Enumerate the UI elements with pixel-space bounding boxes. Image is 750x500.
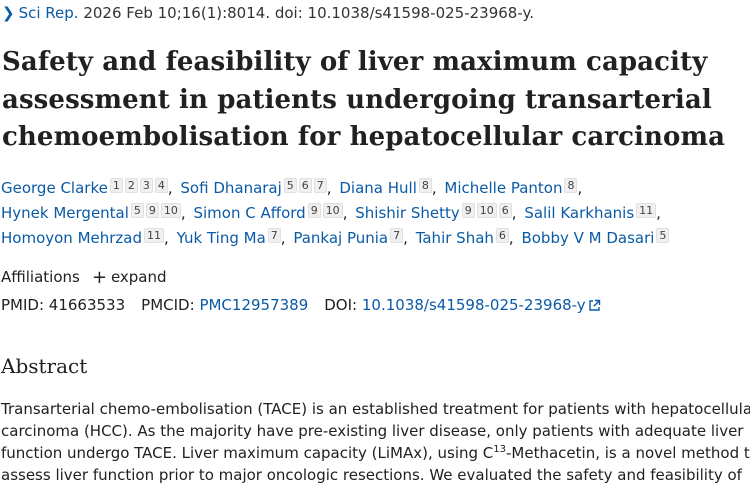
author-separator: ,: [403, 229, 408, 247]
author-separator: ,: [431, 179, 437, 197]
author-separator: ,: [167, 179, 173, 197]
affiliation-badge[interactable]: 7: [390, 228, 404, 243]
doi-link[interactable]: 10.1038/s41598-025-23968-y: [362, 296, 601, 314]
affiliation-badge[interactable]: 9: [461, 203, 475, 218]
pmcid-label: PMCID:: [141, 296, 195, 314]
affiliation-badge[interactable]: 1: [109, 178, 123, 193]
superscript-13: 13: [493, 444, 507, 455]
affiliation-badge[interactable]: 8: [418, 178, 432, 193]
affiliation-badge[interactable]: 6: [495, 228, 509, 243]
author-link[interactable]: Pankaj Punia: [293, 229, 389, 247]
affiliation-badge[interactable]: 11: [636, 203, 657, 218]
author-link[interactable]: Shishir Shetty: [355, 204, 460, 222]
author-link[interactable]: Salil Karkhanis: [524, 204, 635, 222]
abstract-line: assess liver function prior to major onc…: [1, 466, 742, 484]
affiliation-badge[interactable]: 7: [267, 228, 281, 243]
abstract-line: function undergo TACE. Liver maximum cap…: [1, 444, 750, 462]
author-line: Hynek Mergental 5 9 10, Simon C Afford 9 10, …: [1, 201, 746, 226]
identifiers-row: PMID: 41663533 PMCID: PMC12957389 DOI: 10.…: [1, 294, 601, 316]
author-link[interactable]: Homoyon Mehrzad: [1, 229, 143, 247]
abstract-heading: Abstract: [1, 354, 88, 378]
author-separator: ,: [280, 229, 286, 247]
author-separator: ,: [511, 204, 517, 222]
author-separator: ,: [180, 204, 186, 222]
affiliation-badge[interactable]: 5: [130, 203, 144, 218]
affiliation-badge[interactable]: 7: [313, 178, 327, 193]
author-link[interactable]: Diana Hull: [339, 179, 417, 197]
abstract-line: carcinoma (HCC). As the majority have pr…: [1, 422, 744, 440]
plus-icon[interactable]: +: [91, 267, 107, 288]
affiliation-badge[interactable]: 6: [298, 178, 312, 193]
citation-line: ❯ Sci Rep. 2026 Feb 10;16(1):8014. doi: 1…: [2, 4, 534, 22]
author-link[interactable]: Sofi Dhanaraj: [180, 179, 282, 197]
affiliation-badge[interactable]: 6: [498, 203, 512, 218]
pmid-label: PMID:: [1, 296, 45, 314]
author-link[interactable]: Yuk Ting Ma: [176, 229, 266, 247]
affiliation-badge[interactable]: 9: [145, 203, 159, 218]
article-title: Safety and feasibility of liver maximum …: [2, 47, 726, 152]
affiliation-badge[interactable]: 3: [139, 178, 153, 193]
abstract-line: Transarterial chemo-embolisation (TACE) …: [1, 400, 750, 418]
affiliation-badge[interactable]: 5: [656, 228, 670, 243]
affiliation-badge[interactable]: 9: [307, 203, 321, 218]
affiliation-badge[interactable]: 4: [154, 178, 168, 193]
author-link[interactable]: George Clarke: [1, 179, 108, 197]
journal-link[interactable]: Sci Rep.: [18, 4, 79, 22]
affiliation-badge[interactable]: 11: [144, 228, 165, 243]
abstract-text: Transarterial chemo-embolisation (TACE) …: [1, 398, 750, 486]
author-link[interactable]: Simon C Afford: [193, 204, 306, 222]
author-list: George Clarke 1 2 3 4, Sofi Dhanaraj 5 6 7, Dia…: [1, 176, 746, 251]
affiliation-badge[interactable]: 2: [124, 178, 138, 193]
doi-value: 10.1038/s41598-025-23968-y: [361, 296, 586, 314]
chevron-right-icon[interactable]: ❯: [2, 4, 15, 22]
doi-label: DOI:: [324, 296, 358, 314]
affiliations-row: Affiliations + expand: [1, 266, 167, 289]
affiliation-badge[interactable]: 8: [564, 178, 578, 193]
author-line: Homoyon Mehrzad 11, Yuk Ting Ma 7, Pankaj …: [1, 226, 746, 251]
affiliation-badge[interactable]: 10: [160, 203, 181, 218]
author-separator: ,: [656, 204, 661, 222]
author-link[interactable]: Bobby V M Dasari: [521, 229, 655, 247]
author-separator: ,: [164, 229, 169, 247]
affiliation-badge[interactable]: 10: [476, 203, 497, 218]
pmcid-link[interactable]: PMC12957389: [199, 296, 309, 314]
citation-details: 2026 Feb 10;16(1):8014. doi: 10.1038/s41…: [83, 4, 534, 22]
author-separator: ,: [342, 204, 348, 222]
author-link[interactable]: Hynek Mergental: [1, 204, 129, 222]
external-link-icon: [589, 299, 600, 311]
pmid-value: 41663533: [48, 296, 126, 314]
affiliation-badge[interactable]: 10: [322, 203, 343, 218]
affiliations-label: Affiliations: [1, 268, 80, 286]
author-link[interactable]: Michelle Panton: [444, 179, 563, 197]
affiliation-badge[interactable]: 5: [283, 178, 297, 193]
author-separator: ,: [577, 179, 583, 197]
author-link[interactable]: Tahir Shah: [415, 229, 494, 247]
author-separator: ,: [508, 229, 514, 247]
author-line: George Clarke 1 2 3 4, Sofi Dhanaraj 5 6 7, Dia…: [1, 176, 746, 201]
author-separator: ,: [326, 179, 332, 197]
expand-affiliations-button[interactable]: expand: [110, 268, 167, 286]
